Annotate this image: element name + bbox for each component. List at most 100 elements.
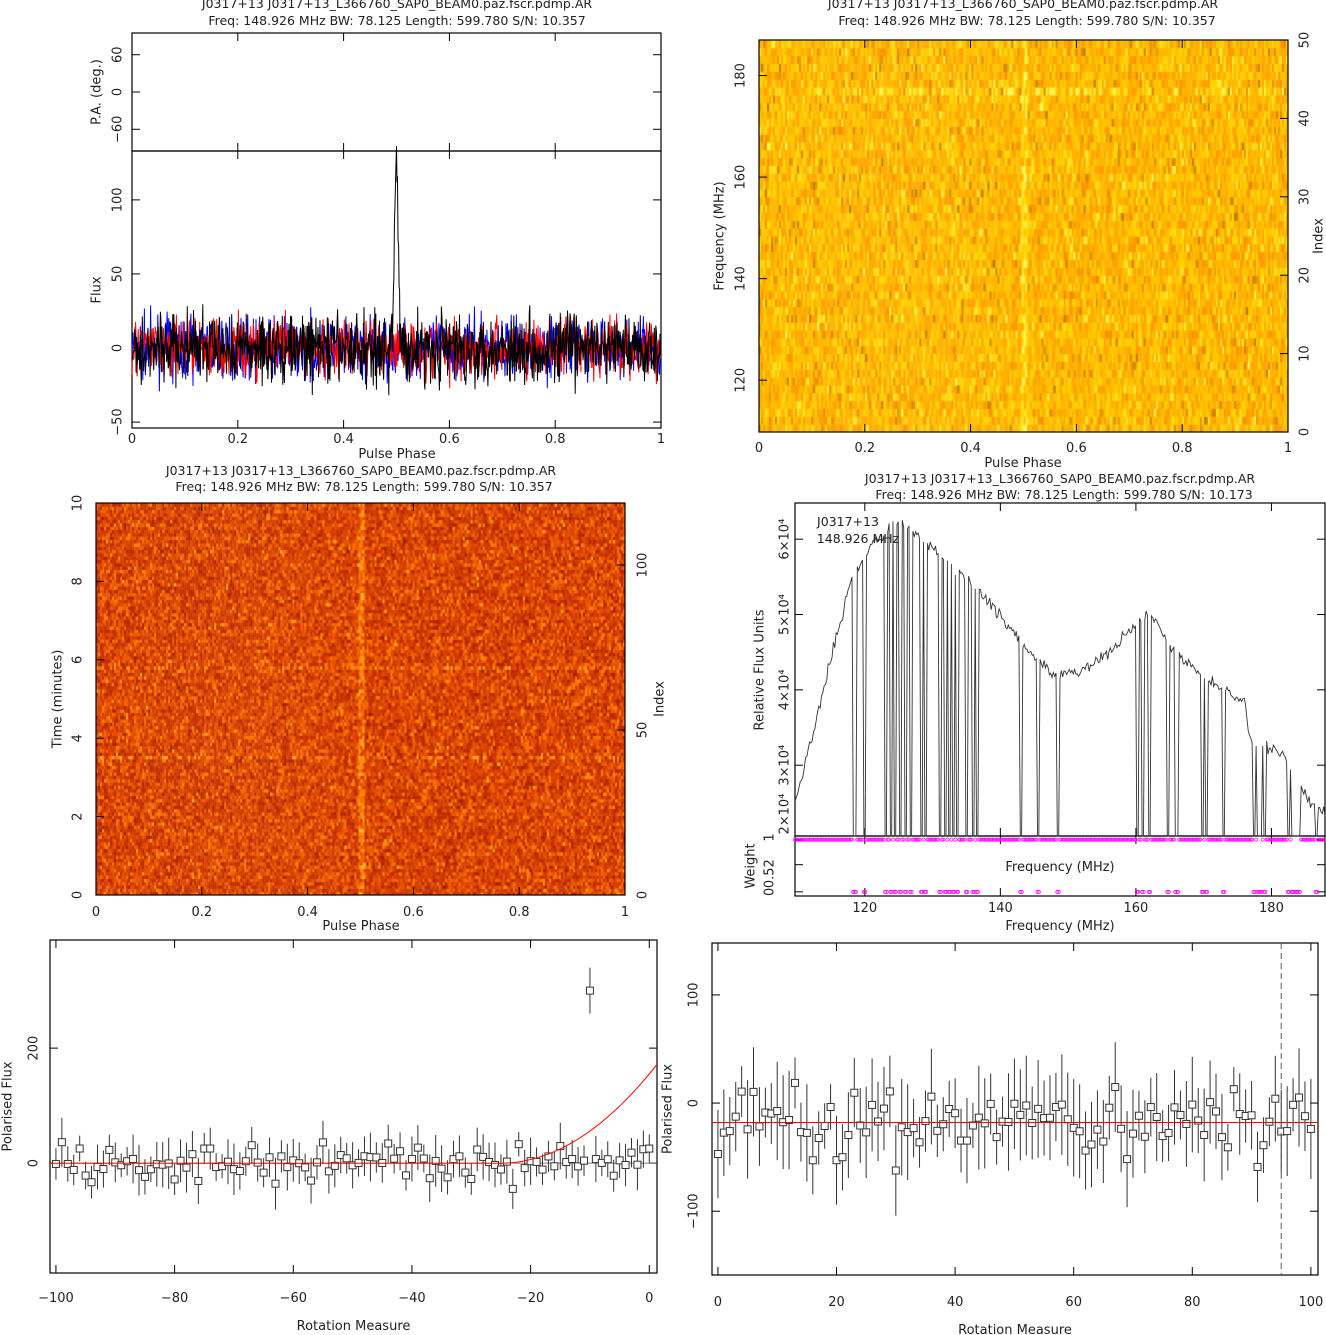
data-point (461, 1168, 470, 1177)
data-point (868, 1100, 877, 1109)
weight-point (1035, 889, 1040, 894)
weight-point (1316, 837, 1321, 842)
data-point (1099, 1137, 1108, 1146)
weight-point (1005, 837, 1009, 842)
weight-point (913, 837, 918, 842)
data-point (1010, 1099, 1019, 1108)
data-point (838, 1153, 847, 1162)
weight-point (799, 837, 804, 842)
weight-point (1185, 837, 1190, 842)
weight-point (1121, 837, 1126, 842)
tp-x-tick-label: 1 (621, 905, 629, 920)
weight-point (1187, 837, 1192, 842)
weight-point (1251, 889, 1256, 894)
weight-point (1137, 837, 1142, 842)
data-point (99, 1165, 108, 1174)
rm-negative-x-tick-label: −100 (38, 1291, 74, 1306)
weight-point (1128, 837, 1133, 842)
weight-point (997, 837, 1002, 842)
weight-point (930, 837, 935, 842)
weight-point (1262, 889, 1267, 894)
bp-y-tick-label: 5×10⁴ (778, 594, 793, 635)
weight-point (1171, 837, 1176, 842)
weight-point (869, 837, 874, 842)
weight-point (1246, 837, 1251, 842)
data-point (473, 1145, 482, 1154)
data-point (921, 1117, 930, 1126)
data-point (330, 1161, 339, 1170)
data-point (259, 1168, 268, 1177)
data-point (862, 1128, 871, 1137)
tp-y-tick-label: 10 (71, 495, 86, 512)
weight-point (909, 889, 914, 894)
weight-point (842, 837, 846, 842)
data-point (176, 1156, 185, 1165)
fp-y-tick-label: 140 (734, 266, 749, 291)
weight-point (986, 837, 991, 842)
weight-point (1043, 837, 1048, 842)
data-point (265, 1153, 274, 1162)
fp-y-label: Frequency (MHz) (713, 181, 728, 290)
weight-point (921, 837, 926, 842)
data-point (1253, 1162, 1262, 1171)
weight-point (933, 837, 938, 842)
weight-point (819, 837, 824, 842)
pa-plot-frame (131, 32, 662, 152)
weight-point (1267, 837, 1272, 842)
data-point (425, 1174, 434, 1183)
data-point (271, 1179, 280, 1188)
data-point (544, 1152, 553, 1161)
weight-point (1157, 837, 1162, 842)
weight-point (1235, 837, 1240, 842)
rm-positive-x-tick-label: 20 (828, 1295, 845, 1310)
data-point (574, 1162, 583, 1171)
data-point (615, 1156, 624, 1165)
data-point (324, 1167, 333, 1176)
weight-point (871, 837, 876, 842)
weight-point (1024, 837, 1029, 842)
tp-x-label: Pulse Phase (322, 919, 399, 934)
fp-x-label: Pulse Phase (984, 456, 1061, 471)
weight-point (1303, 837, 1308, 842)
data-point (791, 1078, 800, 1087)
bandpass-annotation-source: J0317+13 (817, 514, 879, 529)
data-point (1105, 1103, 1114, 1112)
w-y-tick-label: 0.52 (763, 859, 778, 888)
weight-point (956, 889, 960, 894)
weight-point (918, 889, 923, 894)
weight-point (1198, 837, 1203, 842)
data-point (514, 1140, 523, 1149)
bandpass-subtitle: Freq: 148.926 MHz BW: 78.125 Length: 599… (875, 487, 1253, 502)
weight-point (1191, 837, 1196, 842)
data-point (951, 1109, 960, 1118)
weight-point (1126, 837, 1131, 842)
weight-point (1122, 837, 1127, 842)
data-point (645, 1144, 654, 1153)
weight-point (1136, 889, 1141, 894)
weight-point (1016, 837, 1021, 842)
data-point (105, 1145, 114, 1154)
data-point (235, 1166, 244, 1175)
data-point (980, 1119, 989, 1128)
data-point (508, 1184, 517, 1193)
rm-positive-y-tick-label: 0 (687, 1099, 702, 1107)
weight-point (844, 837, 849, 842)
weight-point (910, 837, 915, 842)
weight-point (1072, 837, 1077, 842)
data-point (1176, 1110, 1185, 1119)
data-point (502, 1157, 511, 1166)
weight-point (798, 837, 803, 842)
w-x-tick-label: 120 (852, 901, 877, 916)
data-point (241, 1157, 250, 1166)
weight-point (1309, 837, 1314, 842)
data-point (621, 1161, 630, 1170)
weight-point (1312, 837, 1317, 842)
data-point (194, 1177, 203, 1186)
weight-point (974, 889, 979, 894)
weight-point (1221, 889, 1225, 894)
weight-point (834, 837, 839, 842)
fp-x-tick-label: 0.2 (854, 441, 875, 456)
data-point (342, 1154, 351, 1163)
weight-point (1140, 889, 1145, 894)
weight-point (838, 837, 843, 842)
